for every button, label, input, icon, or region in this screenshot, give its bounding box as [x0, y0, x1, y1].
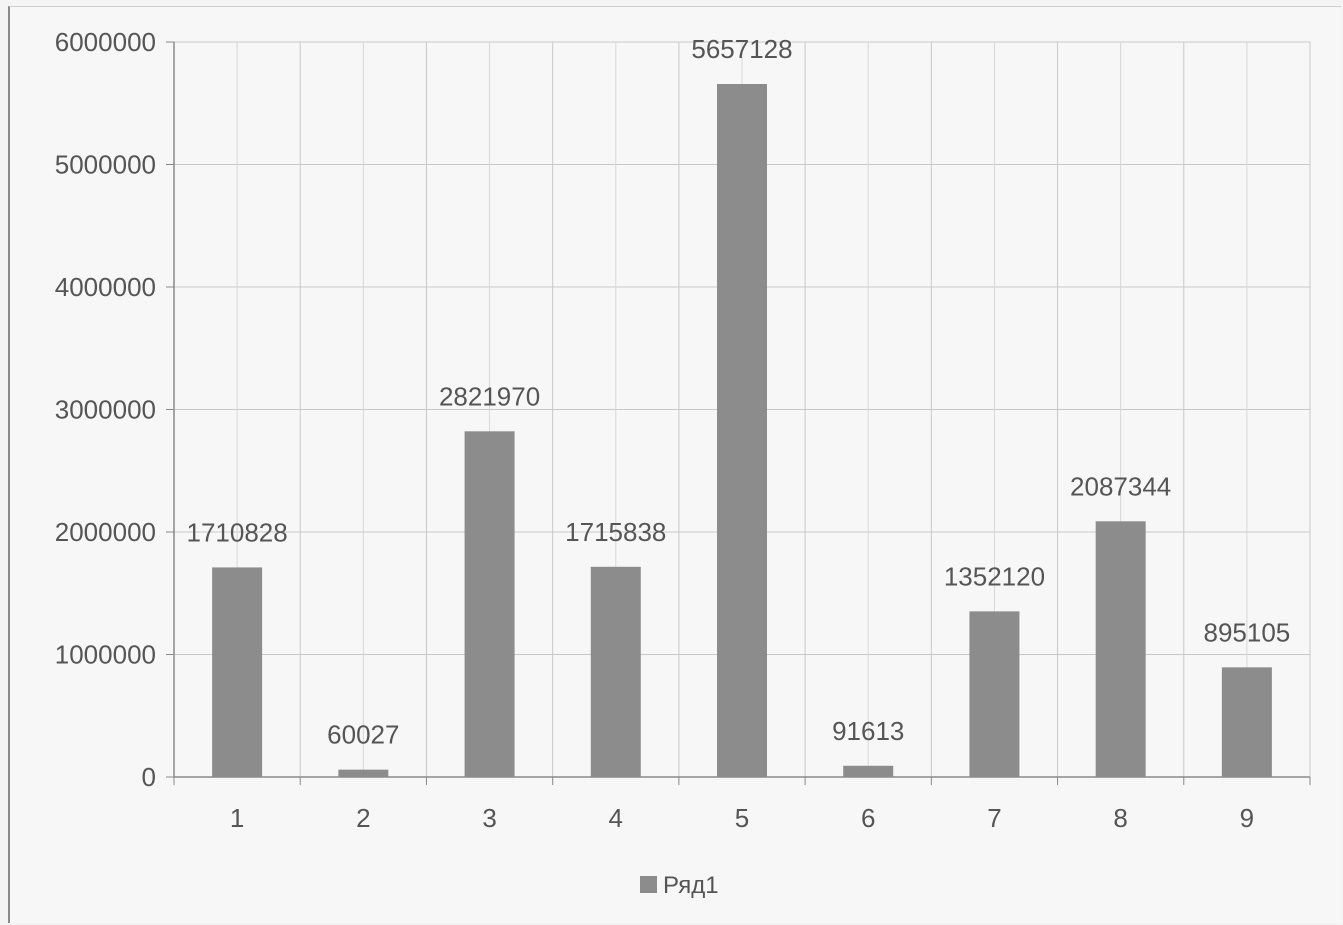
x-tick-label: 8 — [1113, 803, 1127, 833]
x-axis-tick-labels: 1 2 3 4 5 6 7 8 9 — [230, 803, 1254, 833]
x-tick-label: 3 — [482, 803, 496, 833]
y-tick-label: 4000000 — [55, 272, 156, 302]
data-label-7: 1352120 — [944, 561, 1045, 591]
y-tick-label: 1000000 — [55, 640, 156, 670]
bar-7 — [969, 611, 1020, 777]
data-label-5: 5657128 — [691, 34, 792, 64]
legend-swatch — [640, 876, 657, 893]
bar-6 — [843, 765, 894, 777]
data-labels: 1710828 60027 2821970 1715838 5657128 91613 13… — [186, 34, 1290, 750]
legend-label: Ряд1 — [663, 872, 719, 899]
y-tick-label: 2000000 — [55, 517, 156, 547]
data-label-3: 2821970 — [439, 381, 540, 411]
bars — [212, 84, 1272, 777]
y-tick-label: 6000000 — [55, 27, 156, 57]
y-axis-tick-labels: 0 1000000 2000000 3000000 4000000 5000000 6000… — [55, 27, 156, 792]
x-tick-label: 1 — [230, 803, 244, 833]
data-label-8: 2087344 — [1070, 471, 1171, 501]
x-tick-label: 5 — [735, 803, 749, 833]
y-tick-label: 5000000 — [55, 150, 156, 180]
bar-9 — [1221, 667, 1272, 777]
bar-chart: 0 1000000 2000000 3000000 4000000 5000000 6000… — [55, 27, 1311, 899]
x-tick-label: 9 — [1240, 803, 1254, 833]
x-tick-label: 7 — [987, 803, 1001, 833]
bar-5 — [717, 84, 767, 777]
legend: Ряд1 — [640, 872, 719, 899]
bar-2 — [338, 769, 389, 777]
data-label-2: 60027 — [327, 720, 399, 750]
bar-1 — [212, 567, 263, 777]
chart-frame: 0 1000000 2000000 3000000 4000000 5000000 6000… — [8, 6, 1341, 923]
bar-4 — [590, 566, 641, 777]
bar-3 — [464, 431, 515, 777]
data-label-1: 1710828 — [186, 517, 287, 547]
data-label-4: 1715838 — [565, 517, 666, 547]
data-label-6: 91613 — [832, 716, 904, 746]
bar-8 — [1095, 521, 1146, 777]
data-label-9: 895105 — [1204, 617, 1291, 647]
y-tick-label: 0 — [142, 762, 156, 792]
x-tick-label: 2 — [356, 803, 370, 833]
y-tick-label: 3000000 — [55, 395, 156, 425]
x-tick-label: 6 — [861, 803, 875, 833]
x-tick-label: 4 — [609, 803, 623, 833]
